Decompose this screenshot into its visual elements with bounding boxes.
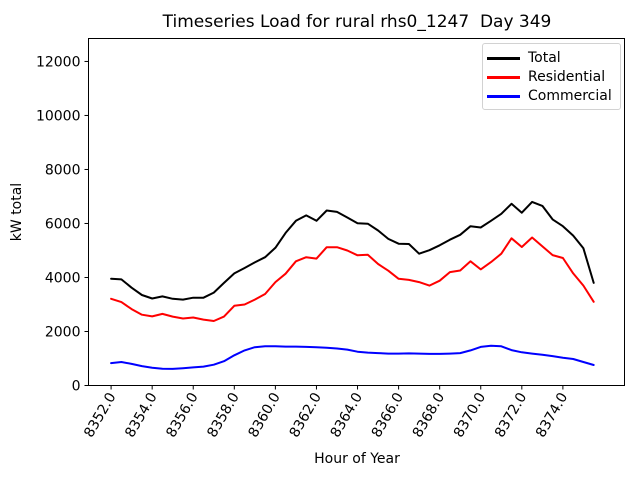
y-tick-label: 6000 bbox=[45, 216, 81, 232]
x-tick-label: 8366.0 bbox=[369, 390, 407, 440]
x-tick-label: 8362.0 bbox=[287, 390, 325, 440]
x-tick-label: 8354.0 bbox=[122, 390, 160, 440]
y-tick-label: 2000 bbox=[45, 324, 81, 340]
x-tick-label: 8356.0 bbox=[163, 390, 201, 440]
legend-entry-residential: Residential bbox=[487, 68, 620, 87]
legend-line-residential-sample bbox=[487, 76, 520, 79]
x-tick-label: 8360.0 bbox=[245, 390, 283, 440]
legend-entry-commercial: Commercial bbox=[487, 87, 620, 106]
y-tick-label: 4000 bbox=[45, 270, 81, 286]
legend-line-total-sample bbox=[487, 57, 520, 60]
chart-title: Timeseries Load for rural rhs0_1247 Day … bbox=[162, 12, 552, 32]
legend-label-residential: Residential bbox=[528, 69, 606, 85]
x-tick-label: 8372.0 bbox=[492, 390, 530, 440]
legend-label-commercial: Commercial bbox=[528, 88, 612, 104]
x-tick-label: 8364.0 bbox=[328, 390, 366, 440]
series-line-total bbox=[110, 200, 595, 301]
x-tick-label: 8352.0 bbox=[81, 390, 119, 440]
legend: Total Residential Commercial bbox=[482, 43, 621, 110]
x-axis-label: Hour of Year bbox=[314, 451, 400, 467]
y-tick-label: 8000 bbox=[45, 162, 81, 178]
legend-label-total: Total bbox=[528, 50, 561, 66]
y-tick-label: 10000 bbox=[36, 108, 81, 124]
x-tick-label: 8358.0 bbox=[204, 390, 242, 440]
y-tick-label: 12000 bbox=[36, 54, 81, 70]
legend-line-commercial-sample bbox=[487, 95, 520, 98]
x-tick-label: 8370.0 bbox=[451, 390, 489, 440]
series-line-residential bbox=[110, 236, 595, 322]
series-line-commercial bbox=[110, 344, 595, 370]
y-tick-label: 0 bbox=[72, 379, 81, 395]
x-tick-label: 8368.0 bbox=[410, 390, 448, 440]
legend-entry-total: Total bbox=[487, 49, 620, 68]
x-tick-label: 8374.0 bbox=[533, 390, 571, 440]
plot-border bbox=[88, 38, 625, 386]
